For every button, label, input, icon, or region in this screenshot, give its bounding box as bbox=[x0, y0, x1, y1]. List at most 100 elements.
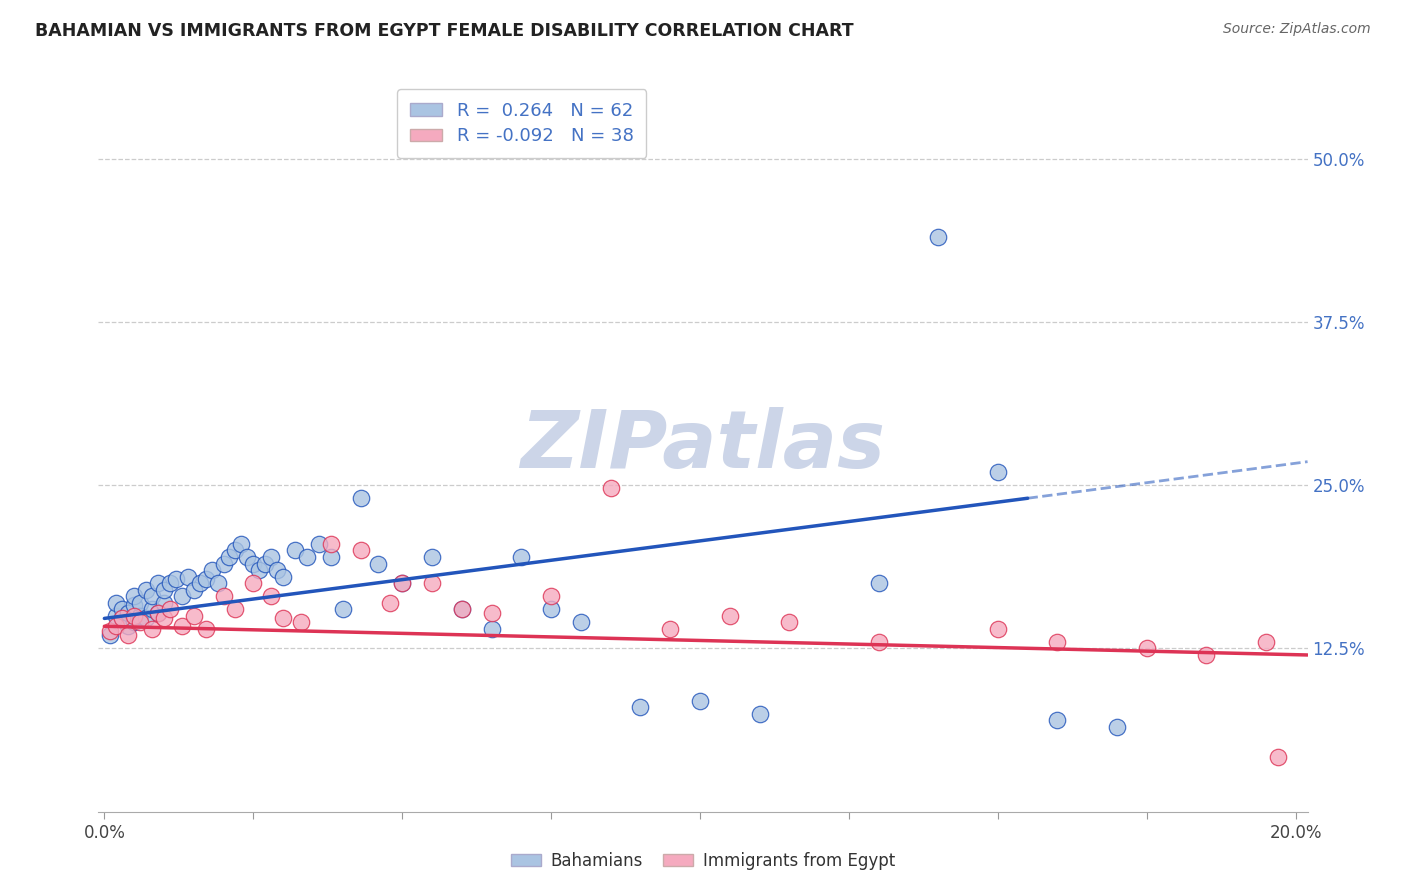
Point bbox=[349, 543, 371, 558]
Point bbox=[153, 596, 176, 610]
Point bbox=[122, 615, 145, 630]
Point bbox=[927, 230, 949, 244]
Point bbox=[391, 576, 413, 591]
Point bbox=[236, 549, 259, 564]
Point bbox=[135, 582, 157, 597]
Point bbox=[481, 606, 503, 620]
Legend: Bahamians, Immigrants from Egypt: Bahamians, Immigrants from Egypt bbox=[503, 846, 903, 877]
Point bbox=[319, 549, 342, 564]
Point bbox=[98, 628, 121, 642]
Point bbox=[540, 602, 562, 616]
Point bbox=[1105, 720, 1128, 734]
Point bbox=[420, 549, 443, 564]
Point bbox=[177, 569, 200, 583]
Point bbox=[1046, 714, 1069, 728]
Point bbox=[153, 611, 176, 625]
Point bbox=[540, 589, 562, 603]
Point bbox=[450, 602, 472, 616]
Point bbox=[218, 549, 240, 564]
Point bbox=[170, 589, 193, 603]
Point bbox=[630, 700, 652, 714]
Text: BAHAMIAN VS IMMIGRANTS FROM EGYPT FEMALE DISABILITY CORRELATION CHART: BAHAMIAN VS IMMIGRANTS FROM EGYPT FEMALE… bbox=[35, 22, 853, 40]
Point bbox=[117, 628, 139, 642]
Point bbox=[146, 576, 169, 591]
Point bbox=[284, 543, 307, 558]
Point bbox=[689, 694, 711, 708]
Point bbox=[183, 608, 205, 623]
Point bbox=[1267, 749, 1289, 764]
Point bbox=[868, 576, 890, 591]
Point bbox=[1195, 648, 1218, 662]
Point bbox=[599, 481, 621, 495]
Point bbox=[569, 615, 592, 630]
Text: Source: ZipAtlas.com: Source: ZipAtlas.com bbox=[1223, 22, 1371, 37]
Point bbox=[242, 557, 264, 571]
Point bbox=[987, 622, 1010, 636]
Point bbox=[295, 549, 318, 564]
Point bbox=[231, 537, 253, 551]
Point bbox=[450, 602, 472, 616]
Point bbox=[271, 569, 294, 583]
Point bbox=[159, 602, 181, 616]
Point bbox=[111, 611, 134, 625]
Point bbox=[420, 576, 443, 591]
Point bbox=[778, 615, 800, 630]
Point bbox=[380, 596, 402, 610]
Point bbox=[170, 619, 193, 633]
Point bbox=[194, 622, 217, 636]
Point bbox=[481, 622, 503, 636]
Point bbox=[146, 606, 169, 620]
Point bbox=[105, 596, 128, 610]
Point bbox=[159, 576, 181, 591]
Point bbox=[349, 491, 371, 506]
Point bbox=[510, 549, 533, 564]
Point bbox=[122, 599, 145, 613]
Point bbox=[308, 537, 330, 551]
Point bbox=[141, 602, 163, 616]
Point bbox=[391, 576, 413, 591]
Point bbox=[117, 606, 139, 620]
Point bbox=[194, 572, 217, 586]
Point bbox=[122, 589, 145, 603]
Point bbox=[165, 572, 187, 586]
Point bbox=[242, 576, 264, 591]
Point bbox=[987, 465, 1010, 479]
Point bbox=[332, 602, 354, 616]
Point bbox=[200, 563, 222, 577]
Point bbox=[111, 602, 134, 616]
Point bbox=[129, 615, 152, 630]
Point bbox=[105, 608, 128, 623]
Point bbox=[254, 557, 277, 571]
Point bbox=[266, 563, 288, 577]
Point bbox=[224, 602, 246, 616]
Point bbox=[188, 576, 211, 591]
Point bbox=[212, 589, 235, 603]
Point bbox=[290, 615, 312, 630]
Point bbox=[153, 582, 176, 597]
Point bbox=[98, 624, 121, 639]
Point bbox=[141, 589, 163, 603]
Point bbox=[146, 606, 169, 620]
Point bbox=[260, 549, 283, 564]
Point bbox=[718, 608, 741, 623]
Point bbox=[224, 543, 246, 558]
Point bbox=[122, 608, 145, 623]
Point bbox=[129, 596, 152, 610]
Point bbox=[212, 557, 235, 571]
Point bbox=[1136, 641, 1159, 656]
Point bbox=[868, 635, 890, 649]
Point bbox=[141, 622, 163, 636]
Point bbox=[183, 582, 205, 597]
Point bbox=[271, 611, 294, 625]
Point bbox=[1046, 635, 1069, 649]
Point bbox=[1254, 635, 1277, 649]
Point bbox=[260, 589, 283, 603]
Point bbox=[111, 611, 134, 625]
Point bbox=[207, 576, 229, 591]
Point bbox=[319, 537, 342, 551]
Point bbox=[367, 557, 389, 571]
Point bbox=[247, 563, 270, 577]
Point bbox=[117, 619, 139, 633]
Point bbox=[135, 611, 157, 625]
Text: ZIPatlas: ZIPatlas bbox=[520, 407, 886, 485]
